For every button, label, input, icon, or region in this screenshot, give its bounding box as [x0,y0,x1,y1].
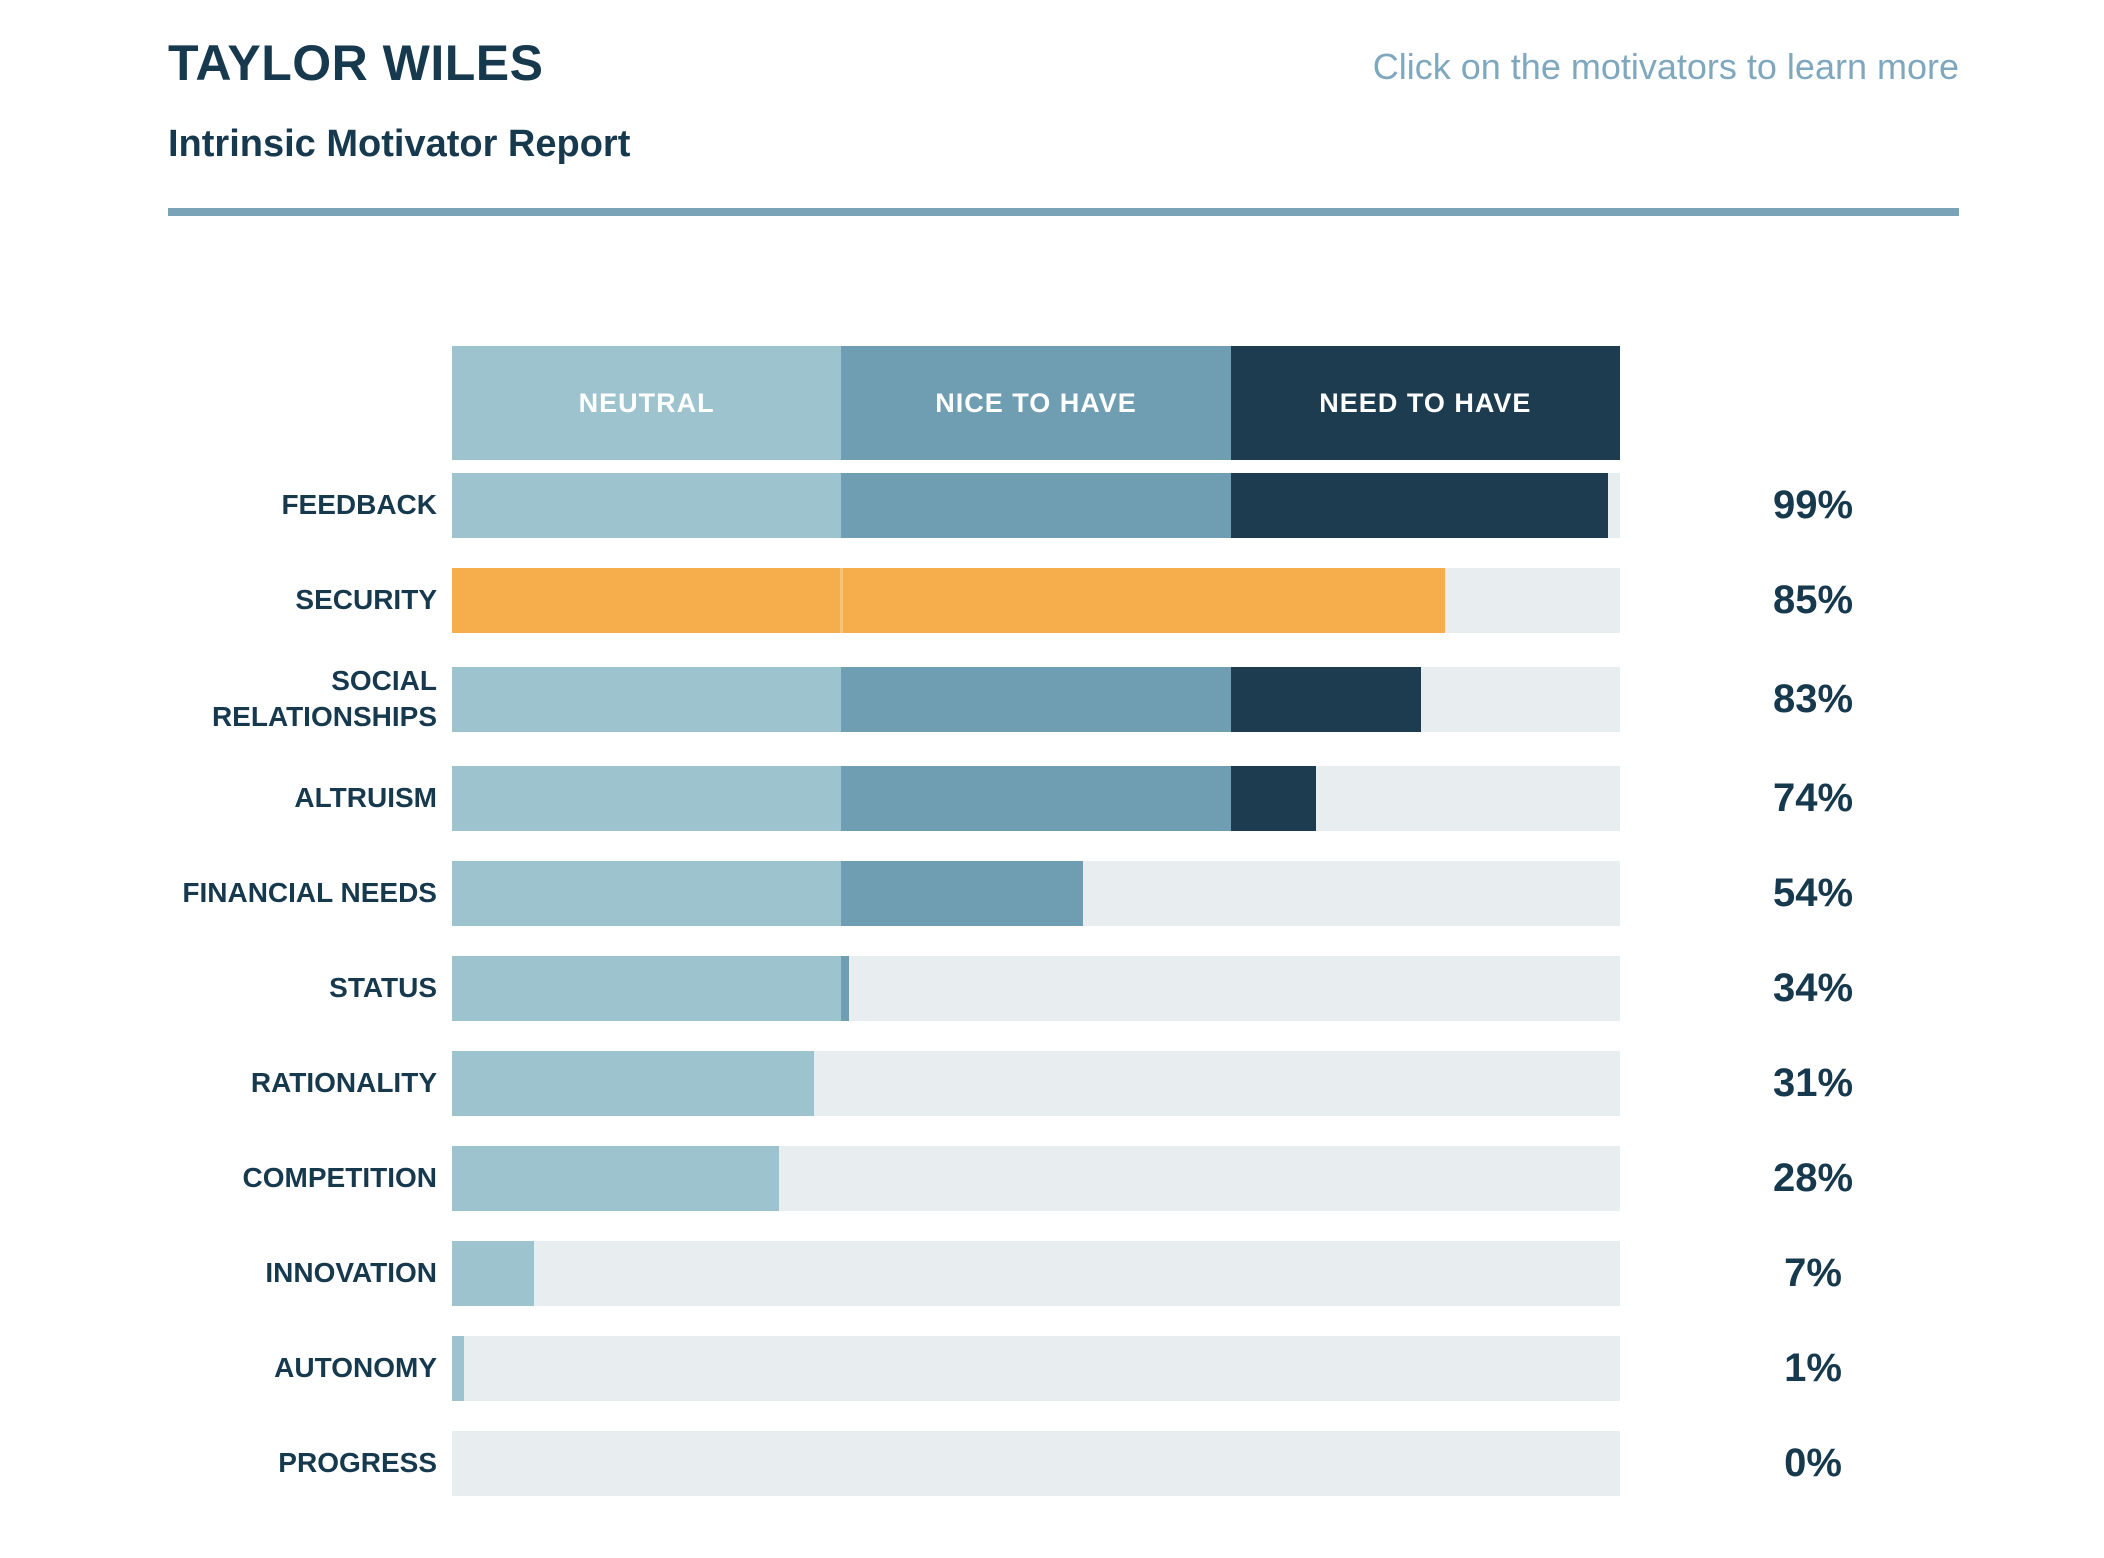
bar-fill [452,1335,464,1401]
bar-track[interactable] [452,1430,1620,1496]
report-title: Intrinsic Motivator Report [168,123,631,165]
bar-fill [452,860,1083,926]
bar-track[interactable] [452,473,1620,538]
bar-track[interactable] [452,1335,1620,1401]
motivator-label[interactable]: ALTRUISM [294,782,437,814]
motivator-label[interactable]: COMPETITION [242,1162,437,1194]
header-divider [168,208,1959,216]
motivator-row[interactable]: STATUS 34% [168,955,1959,1021]
person-name: TAYLOR WILES [168,35,544,91]
motivator-chart: NEUTRAL NICE TO HAVE NEED TO HAVE FEEDBA… [168,346,1959,1496]
motivator-row[interactable]: COMPETITION 28% [168,1145,1959,1211]
motivator-row[interactable]: SECURITY 85% [168,568,1959,633]
bar-fill [452,473,1609,538]
bar-fill [452,1240,534,1306]
bar-track[interactable] [452,666,1620,732]
scale-band: NEUTRAL NICE TO HAVE NEED TO HAVE [452,346,1620,460]
percent-value: 7% [1784,1250,1842,1295]
percent-value: 0% [1784,1440,1842,1485]
motivator-label[interactable]: SECURITY [295,584,437,616]
bar-fill [452,1145,780,1211]
motivator-row[interactable]: FEEDBACK 99% [168,473,1959,538]
motivator-row[interactable]: ALTRUISM 74% [168,765,1959,831]
motivator-label[interactable]: INNOVATION [265,1257,437,1289]
scale-gap [168,460,1959,473]
bar-fill [452,666,1422,732]
percent-value: 28% [1772,1155,1854,1200]
motivator-row[interactable]: FINANCIAL NEEDS 54% [168,860,1959,926]
percent-value: 1% [1784,1345,1842,1390]
bar-track[interactable] [452,1145,1620,1211]
motivator-label[interactable]: PROGRESS [278,1447,437,1479]
motivator-row[interactable]: SOCIAL RELATIONSHIPS 83% [168,663,1959,736]
percent-value: 85% [1772,578,1854,622]
motivator-row[interactable]: RATIONALITY 31% [168,1050,1959,1116]
bar-track[interactable] [452,1050,1620,1116]
bar-fill [452,955,850,1021]
motivator-row[interactable]: PROGRESS 0% [168,1430,1959,1496]
motivator-label[interactable]: FEEDBACK [281,489,437,521]
percent-value: 99% [1772,483,1854,527]
scale-segment-nice-to-have: NICE TO HAVE [841,346,1231,460]
bar-track[interactable] [452,955,1620,1021]
motivator-label[interactable]: AUTONOMY [274,1352,437,1384]
motivator-row[interactable]: INNOVATION 7% [168,1240,1959,1306]
bar-fill [452,1050,815,1116]
bar-track[interactable] [452,568,1620,633]
scale-segment-neutral: NEUTRAL [452,346,842,460]
bar-fill [452,765,1317,831]
percent-value: 34% [1772,965,1854,1010]
motivator-label[interactable]: STATUS [329,972,437,1004]
percent-value: 83% [1772,676,1854,721]
scale-segment-need-to-have: NEED TO HAVE [1230,346,1620,460]
hint-text: Click on the motivators to learn more [1372,46,1959,87]
motivator-label[interactable]: SOCIAL RELATIONSHIPS [211,665,437,733]
percent-value: 31% [1772,1060,1854,1105]
percent-value: 74% [1772,775,1854,820]
bar-fill [452,568,1445,633]
bar-track[interactable] [452,860,1620,926]
bar-track[interactable] [452,1240,1620,1306]
report-header: TAYLOR WILES Click on the motivators to … [168,36,1959,91]
scale-header-row: NEUTRAL NICE TO HAVE NEED TO HAVE [168,346,1959,460]
motivator-row[interactable]: AUTONOMY 1% [168,1335,1959,1401]
percent-value: 54% [1772,870,1854,915]
motivator-rows: FEEDBACK 99% SECURITY 85% SOCIAL RELATIO… [168,473,1959,1496]
title-block: TAYLOR WILES [168,36,543,91]
motivator-label[interactable]: RATIONALITY [250,1067,437,1099]
bar-track[interactable] [452,765,1620,831]
motivator-label[interactable]: FINANCIAL NEEDS [182,877,437,909]
